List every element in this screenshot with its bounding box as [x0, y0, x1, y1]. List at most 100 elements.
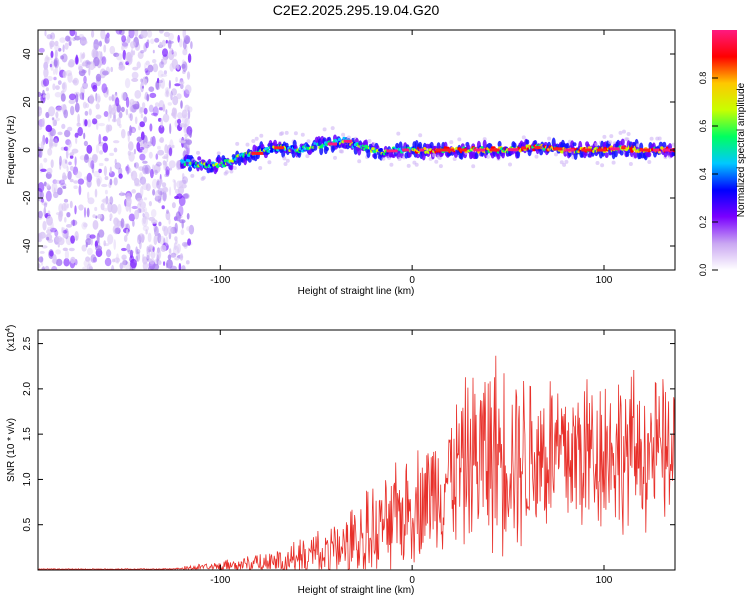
- spectrum-halo: [300, 132, 305, 137]
- noise-speckle: [165, 169, 170, 177]
- spectrum-peak: [419, 148, 425, 152]
- spectrum-halo: [671, 142, 675, 147]
- noise-speckle: [121, 45, 125, 51]
- noise-speckle: [111, 94, 115, 102]
- noise-speckle: [54, 138, 58, 148]
- noise-speckle: [156, 178, 160, 186]
- noise-speckle: [55, 258, 63, 267]
- noise-speckle: [132, 66, 139, 71]
- spectrum-peak: [489, 148, 500, 152]
- spectrum-band: [604, 152, 609, 159]
- noise-speckle: [130, 258, 137, 269]
- noise-speckle: [164, 144, 169, 154]
- spectrum-halo: [341, 132, 346, 137]
- noise-speckle: [72, 166, 79, 176]
- spectrum-peak: [507, 148, 519, 152]
- noise-speckle: [171, 58, 178, 70]
- noise-speckle: [93, 39, 99, 50]
- noise-speckle: [40, 168, 47, 172]
- spectrum-band: [633, 151, 638, 159]
- noise-speckle: [121, 128, 126, 139]
- noise-speckle: [148, 244, 154, 250]
- noise-speckle: [38, 143, 41, 147]
- y-tick-label: 40: [22, 48, 33, 60]
- noise-speckle: [53, 68, 56, 75]
- noise-speckle: [40, 140, 45, 150]
- noise-speckle: [151, 178, 158, 189]
- noise-speckle: [127, 131, 130, 143]
- noise-speckle: [177, 186, 185, 195]
- noise-speckle: [95, 103, 100, 110]
- noise-speckle: [95, 175, 103, 185]
- noise-speckle: [86, 263, 92, 270]
- spectrum-band: [647, 151, 652, 158]
- noise-speckle: [140, 201, 146, 209]
- noise-speckle: [96, 178, 101, 187]
- noise-speckle: [159, 41, 163, 48]
- spectrum-halo: [622, 129, 626, 134]
- spectrum-halo: [628, 162, 633, 166]
- noise-speckle: [170, 252, 177, 258]
- noise-speckle: [132, 219, 135, 227]
- spectrum-halo: [600, 163, 605, 168]
- noise-speckle: [125, 61, 129, 66]
- noise-speckle: [121, 247, 127, 252]
- noise-speckle: [140, 81, 145, 93]
- noise-speckle: [130, 50, 134, 58]
- noise-speckle: [134, 162, 137, 168]
- noise-speckle: [49, 63, 53, 68]
- noise-speckle: [84, 119, 88, 127]
- noise-speckle: [113, 140, 120, 144]
- spectrum-halo: [389, 162, 394, 167]
- spectrum-halo: [305, 154, 310, 159]
- noise-speckle: [182, 39, 187, 50]
- noise-speckle: [60, 182, 67, 188]
- noise-speckle: [50, 227, 57, 233]
- noise-speckle: [115, 30, 123, 35]
- noise-speckle: [49, 250, 54, 257]
- noise-speckle: [180, 83, 184, 90]
- spectrum-halo: [196, 150, 200, 155]
- noise-speckle: [125, 96, 130, 108]
- noise-speckle: [137, 234, 142, 245]
- noise-speckle: [94, 188, 98, 198]
- noise-speckle: [154, 102, 160, 107]
- noise-speckle: [108, 104, 112, 115]
- snr-y-label: SNR (10 * v/v): [6, 418, 17, 482]
- noise-speckle: [38, 47, 45, 53]
- y-tick-label: 20: [22, 96, 33, 108]
- noise-speckle: [74, 35, 81, 41]
- noise-speckle: [57, 131, 63, 136]
- noise-speckle: [128, 151, 135, 162]
- noise-speckle: [86, 144, 93, 154]
- noise-speckle: [68, 247, 75, 252]
- noise-speckle: [121, 92, 127, 101]
- noise-speckle: [47, 238, 54, 243]
- spectrum-halo: [449, 140, 454, 145]
- noise-speckle: [83, 207, 87, 218]
- spectrum-band: [197, 156, 202, 161]
- noise-speckle: [180, 229, 185, 236]
- noise-speckle: [92, 154, 98, 163]
- noise-speckle: [159, 235, 165, 245]
- noise-speckle: [62, 186, 67, 189]
- noise-speckle: [157, 145, 161, 150]
- spectrum-halo: [224, 170, 229, 175]
- spectrum-halo: [547, 136, 552, 141]
- noise-speckle: [102, 197, 110, 205]
- spectrum-band: [510, 150, 515, 155]
- noise-speckle: [103, 111, 109, 117]
- noise-speckle: [136, 141, 141, 152]
- noise-speckle: [188, 224, 195, 235]
- noise-speckle: [63, 258, 70, 267]
- spectrum-halo: [649, 136, 654, 141]
- noise-speckle: [88, 67, 91, 76]
- noise-speckle: [123, 235, 128, 242]
- noise-speckle: [63, 129, 71, 138]
- noise-speckle: [120, 218, 125, 229]
- spectrum-peak: [553, 147, 563, 151]
- noise-speckle: [127, 249, 134, 255]
- noise-speckle: [83, 75, 87, 84]
- noise-speckle: [126, 167, 132, 174]
- spectrum-peak: [251, 151, 264, 155]
